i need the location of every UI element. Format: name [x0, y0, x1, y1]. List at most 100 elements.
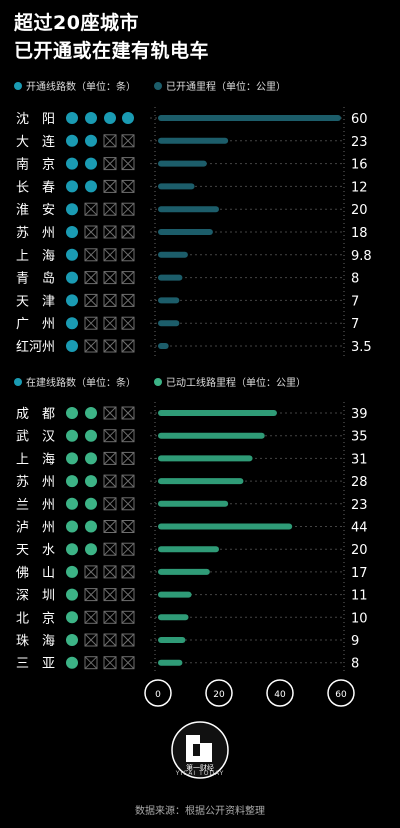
- value-label: 11: [351, 589, 368, 604]
- empty-slot-box: [121, 429, 135, 443]
- line-count-dot: [122, 112, 134, 124]
- empty-slot-box: [103, 497, 117, 511]
- empty-slot-box: [84, 565, 98, 579]
- city-label: 泸 州: [16, 521, 55, 536]
- city-label: 成 都: [16, 407, 55, 422]
- empty-slot-box: [121, 520, 135, 533]
- empty-slot-box: [103, 406, 117, 420]
- empty-slot-cross: [121, 271, 135, 284]
- line-count-dot: [85, 157, 97, 170]
- mileage-bar: [158, 546, 219, 553]
- line-count-dot: [66, 248, 78, 261]
- empty-slot-cross: [121, 656, 135, 670]
- line-count-dot: [66, 475, 78, 488]
- line-count-dot: [85, 452, 97, 465]
- empty-slot-cross: [84, 565, 98, 579]
- mileage-bar: [158, 410, 277, 416]
- mileage-bar: [158, 500, 229, 507]
- mileage-bar: [158, 455, 253, 462]
- city-label: 天 水: [16, 543, 55, 558]
- value-label: 10: [351, 611, 368, 626]
- line-count-dot: [66, 134, 78, 147]
- empty-slot-box: [103, 339, 117, 353]
- empty-slot-box: [103, 179, 117, 193]
- empty-slot-cross: [103, 520, 117, 533]
- empty-slot-box: [121, 610, 135, 624]
- empty-slot-box: [103, 225, 117, 239]
- empty-slot-cross: [103, 542, 117, 556]
- empty-slot-box: [121, 134, 135, 148]
- mileage-bar: [158, 432, 265, 439]
- empty-slot-cross: [84, 202, 98, 216]
- value-label: 3.5: [351, 340, 372, 355]
- empty-slot-cross: [103, 225, 117, 239]
- line-count-dot: [104, 112, 116, 124]
- line-count-dot: [85, 134, 97, 147]
- city-label: 广 州: [16, 317, 55, 332]
- empty-slot-cross: [121, 180, 135, 193]
- line-count-dot: [85, 543, 97, 556]
- empty-slot-cross: [121, 134, 135, 148]
- city-label: 上 海: [16, 452, 55, 467]
- value-label: 7: [351, 294, 359, 309]
- logo-small-text: YICAI TODAY: [175, 770, 225, 777]
- empty-slot-box: [103, 134, 117, 148]
- line-count-dot: [66, 112, 78, 124]
- empty-slot-cross: [121, 294, 135, 307]
- value-label: 8: [351, 272, 359, 287]
- line-count-dot: [66, 497, 78, 510]
- empty-slot-cross: [103, 339, 117, 353]
- city-label: 武 汉: [16, 430, 55, 445]
- empty-slot-box: [84, 633, 98, 647]
- empty-slot-cross: [84, 633, 98, 647]
- legend-dot-opened-lines: [14, 81, 22, 90]
- city-label: 大 连: [16, 134, 55, 150]
- city-label: 青 岛: [16, 271, 55, 287]
- empty-slot-box: [84, 202, 98, 216]
- empty-slot-box: [103, 610, 117, 624]
- empty-slot-box: [121, 406, 135, 420]
- empty-slot-box: [84, 271, 98, 285]
- empty-slot-cross: [84, 294, 98, 307]
- city-label: 天 津: [16, 294, 55, 309]
- empty-slot-box: [84, 339, 98, 353]
- mileage-bar: [158, 115, 341, 121]
- value-label: 23: [351, 135, 368, 150]
- line-count-dot: [66, 588, 78, 601]
- empty-slot-cross: [121, 429, 135, 443]
- empty-slot-cross: [103, 294, 117, 307]
- x-tick-label: 60: [335, 690, 347, 700]
- empty-slot-box: [84, 293, 98, 307]
- line-count-dot: [66, 611, 78, 624]
- empty-slot-cross: [121, 542, 135, 556]
- legend-dot-building-km: [154, 377, 162, 386]
- line-count-dot: [66, 294, 78, 307]
- mileage-bar: [158, 297, 180, 304]
- value-label: 9.8: [351, 249, 372, 264]
- city-label: 淮 安: [16, 203, 55, 218]
- value-label: 28: [351, 475, 368, 490]
- value-label: 31: [351, 452, 368, 467]
- empty-slot-box: [103, 316, 117, 330]
- empty-slot-box: [103, 157, 117, 171]
- empty-slot-box: [103, 633, 117, 647]
- value-label: 20: [351, 543, 368, 558]
- value-label: 39: [351, 407, 368, 422]
- line-count-dot: [66, 317, 78, 330]
- empty-slot-box: [103, 202, 117, 216]
- empty-slot-cross: [103, 316, 117, 330]
- empty-slot-cross: [84, 316, 98, 330]
- line-count-dot: [66, 565, 78, 578]
- empty-slot-cross: [84, 248, 98, 262]
- logo-mark-cut: [193, 744, 200, 756]
- mileage-bar: [158, 160, 207, 167]
- line-count-dot: [85, 429, 97, 442]
- empty-slot-box: [121, 157, 135, 171]
- empty-slot-cross: [121, 610, 135, 624]
- line-count-dot: [85, 497, 97, 510]
- city-label: 红河州: [16, 339, 55, 355]
- city-label: 苏 州: [16, 225, 55, 241]
- empty-slot-cross: [103, 429, 117, 443]
- city-label: 三 亚: [16, 657, 55, 672]
- empty-slot-cross: [103, 497, 117, 511]
